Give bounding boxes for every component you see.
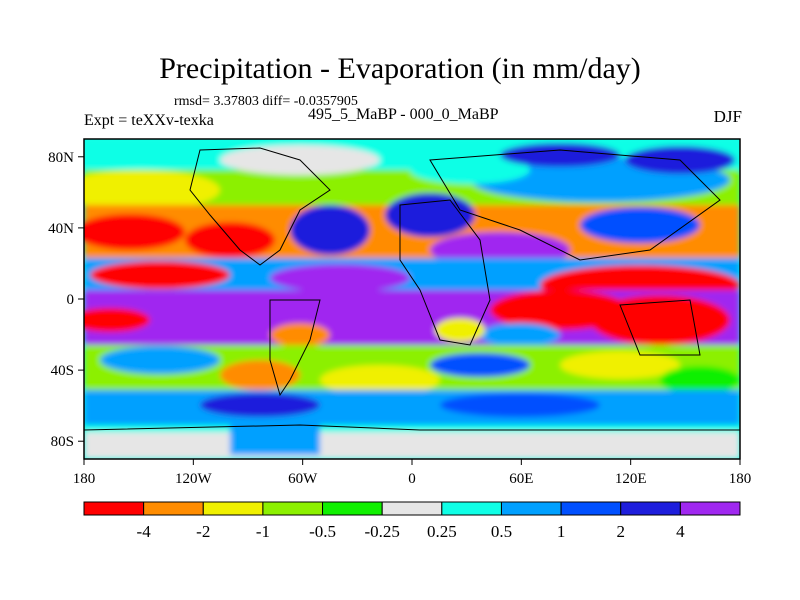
north-america-outline xyxy=(189,147,331,266)
coastlines xyxy=(84,147,740,431)
period-label: 495_5_MaBP - 000_0_MaBP xyxy=(308,106,499,123)
southern-ocean-dark xyxy=(200,393,320,417)
south-pacific-blue-2 xyxy=(100,346,220,374)
antarctica-region xyxy=(84,432,740,459)
colorbar-label: 1 xyxy=(557,522,566,541)
x-tick-label: 120W xyxy=(175,471,213,487)
north-pacific-dry xyxy=(84,214,185,250)
x-tick-label: 120E xyxy=(615,471,647,487)
colorbar-label: 4 xyxy=(676,522,685,541)
west-pacific-orange xyxy=(680,235,740,265)
colorbar-label: 0.25 xyxy=(427,522,457,541)
africa-outline xyxy=(399,199,491,346)
asia-blue xyxy=(580,207,700,243)
colorbar-label: -4 xyxy=(137,522,152,541)
colorbar-swatch xyxy=(441,501,502,516)
colorbar-label: -2 xyxy=(196,522,210,541)
south-pacific-green xyxy=(660,366,740,394)
antarctica-outline xyxy=(84,424,740,431)
south-america-outline xyxy=(269,299,321,397)
australia-outline xyxy=(619,299,701,356)
southern-ocean xyxy=(84,390,740,425)
x-tick-label: 0 xyxy=(408,471,416,487)
colorbar-swatch xyxy=(381,501,443,516)
x-axis: 180 120W 60W 0 60E 120E 180 xyxy=(73,459,752,487)
south-indian-blue-2 xyxy=(430,353,530,377)
colorbar-label: -0.5 xyxy=(309,522,336,541)
colorbar-swatch xyxy=(560,501,622,516)
y-tick-label: 80S xyxy=(51,434,74,450)
equatorial-purple xyxy=(270,264,410,292)
atlantic-blue xyxy=(290,205,370,255)
siberia-blue xyxy=(500,143,620,167)
south-america-orange xyxy=(270,323,330,347)
colorbar-swatch xyxy=(202,501,264,516)
north-america-dry xyxy=(185,222,275,258)
australia-dry xyxy=(590,295,730,345)
precipitation-field xyxy=(84,139,740,459)
figure-title: Precipitation - Evaporation (in mm/day) xyxy=(159,52,641,85)
north-pacific-yellow xyxy=(84,170,220,210)
south-pacific-dry xyxy=(84,308,150,332)
southern-ocean-blue xyxy=(440,393,600,417)
x-tick-label: 60W xyxy=(288,471,318,487)
colorbar-swatch xyxy=(322,501,383,516)
colorbar-swatch xyxy=(83,501,145,516)
colorbar-label: -0.25 xyxy=(364,522,399,541)
y-tick-label: 40S xyxy=(51,363,74,379)
eurasia-outline xyxy=(429,149,721,261)
y-tick-label: 40N xyxy=(48,221,74,237)
season-label: DJF xyxy=(713,107,742,126)
colorbar-swatch xyxy=(262,501,324,516)
experiment-label: Expt = teXXv-texka xyxy=(84,112,214,129)
south-pacific-blue xyxy=(230,425,320,455)
colorbar-label: 2 xyxy=(616,522,625,541)
south-atlantic-yellow xyxy=(320,365,440,395)
y-axis: 80N 40N 0 40S 80S xyxy=(48,150,84,450)
x-tick-label: 180 xyxy=(729,471,752,487)
colorbar-swatch xyxy=(500,501,562,516)
south-indian-blue xyxy=(480,323,560,347)
colorbar: -4 -2 -1 -0.5 -0.25 0.25 0.5 1 2 4 xyxy=(83,501,741,541)
y-tick-label: 0 xyxy=(67,292,75,308)
colorbar-label: 0.5 xyxy=(491,522,512,541)
x-tick-label: 60E xyxy=(509,471,533,487)
x-tick-label: 180 xyxy=(73,471,96,487)
stats-label: rmsd= 3.37803 diff= -0.0357905 xyxy=(174,94,358,109)
colorbar-label: -1 xyxy=(256,522,270,541)
y-tick-label: 80N xyxy=(48,150,74,166)
colorbar-swatch xyxy=(679,501,741,516)
south-atlantic-orange xyxy=(220,360,300,390)
colorbar-swatch xyxy=(143,501,204,516)
southern-africa-yellow xyxy=(435,318,485,342)
tasman-yellow xyxy=(560,351,680,379)
colorbar-swatch xyxy=(620,501,681,516)
east-pacific-dry xyxy=(90,261,230,289)
